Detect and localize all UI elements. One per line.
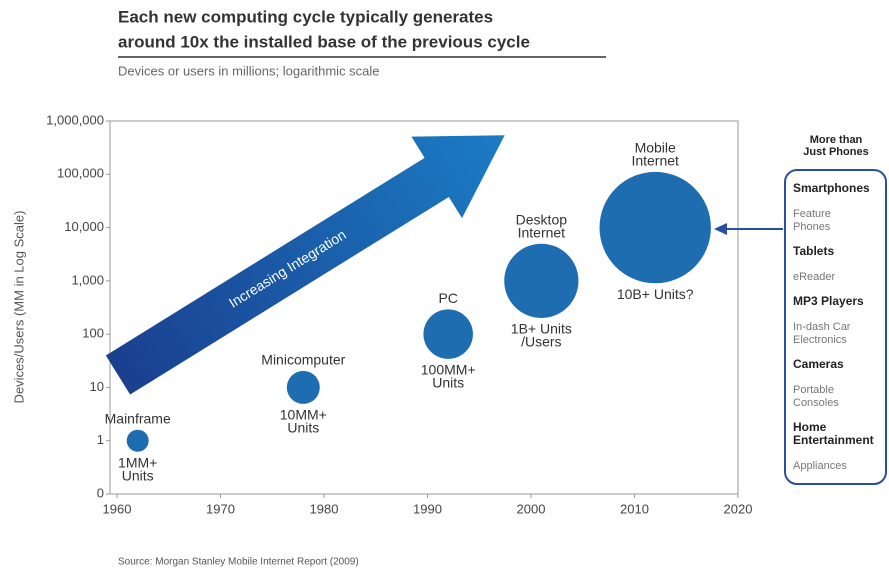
panel-item: Entertainment xyxy=(793,433,874,447)
title-line: around 10x the installed base of the pre… xyxy=(118,32,530,51)
x-tick-label: 1990 xyxy=(413,501,442,516)
panel-item: Consoles xyxy=(793,397,839,409)
panel-item: Cameras xyxy=(793,357,844,371)
bubble-note: 10MM+ xyxy=(280,407,327,423)
panel-item: Home xyxy=(793,420,827,434)
bubble-note: Units xyxy=(122,467,154,483)
panel-item: Tablets xyxy=(793,244,834,258)
y-tick-label: 100,000 xyxy=(57,166,104,181)
panel-pointer-head xyxy=(714,223,727,235)
bubble-note: Units xyxy=(432,375,464,391)
bubble-name: Mobile xyxy=(635,140,676,156)
y-tick-label: 100 xyxy=(82,326,104,341)
bubble xyxy=(423,309,473,359)
y-axis-label: Devices/Users (MM in Log Scale) xyxy=(11,211,26,404)
bubble xyxy=(286,370,320,404)
bubble-note: 1MM+ xyxy=(118,454,157,470)
panel-item: eReader xyxy=(793,271,836,283)
x-tick-label: 1960 xyxy=(103,501,132,516)
panel-item: Electronics xyxy=(793,334,847,346)
panel-item: In-dash Car xyxy=(793,321,851,333)
bubble-note: /Users xyxy=(521,334,561,350)
side-panel-box xyxy=(784,169,887,485)
bubble-name: Minicomputer xyxy=(261,352,345,368)
x-tick-label: 2000 xyxy=(517,501,546,516)
bubble-note: Units xyxy=(287,420,319,436)
panel-item: Feature xyxy=(793,208,831,220)
bubble-note: 10B+ Units? xyxy=(617,286,694,302)
bubble-name: Desktop xyxy=(516,211,568,227)
x-tick-label: 1980 xyxy=(310,501,339,516)
y-tick-label: 0 xyxy=(97,485,104,500)
bubble-note: 100MM+ xyxy=(421,362,476,378)
x-tick-label: 2010 xyxy=(620,501,649,516)
bubble xyxy=(126,429,149,452)
bubble-name: Internet xyxy=(631,153,679,169)
panel-item: Phones xyxy=(793,221,831,233)
panel-item: Appliances xyxy=(793,460,847,472)
bubble-note: 1B+ Units xyxy=(511,321,572,337)
y-tick-label: 1,000,000 xyxy=(46,112,104,127)
panel-heading: Just Phones xyxy=(803,146,868,158)
arrow-shape xyxy=(105,135,505,395)
y-tick-label: 1,000 xyxy=(71,272,104,287)
y-tick-label: 10,000 xyxy=(64,219,104,234)
panel-item: Portable xyxy=(793,384,834,396)
y-tick-label: 10 xyxy=(90,379,104,394)
bubble-name: Mainframe xyxy=(105,410,171,426)
panel-heading: More than xyxy=(810,134,863,146)
x-tick-label: 2020 xyxy=(724,501,753,516)
bubble xyxy=(599,171,711,284)
panel-item: Smartphones xyxy=(793,181,870,195)
bubble xyxy=(504,243,579,318)
subtitle: Devices or users in millions; logarithmi… xyxy=(118,63,380,78)
plot-frame xyxy=(109,120,739,495)
y-tick-label: 1 xyxy=(97,432,104,447)
source: Source: Morgan Stanley Mobile Internet R… xyxy=(118,557,359,568)
bubble-name: PC xyxy=(438,290,457,306)
x-tick-label: 1970 xyxy=(206,501,235,516)
title-line: Each new computing cycle typically gener… xyxy=(118,7,493,26)
bubble-name: Internet xyxy=(518,224,566,240)
panel-item: MP3 Players xyxy=(793,294,864,308)
